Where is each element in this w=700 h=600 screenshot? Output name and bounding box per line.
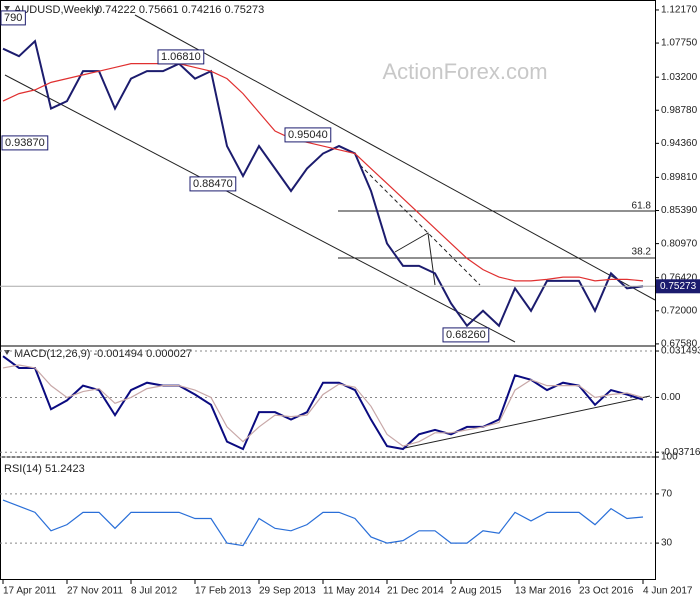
channel-line bbox=[134, 14, 656, 301]
x-tick-label: 21 Dec 2014 bbox=[387, 586, 444, 597]
y-tick-label: -0.037164 bbox=[661, 447, 700, 458]
watermark: ActionForex.com bbox=[382, 59, 547, 84]
y-tick-label: 0.67580 bbox=[661, 339, 698, 350]
x-tick-label: 13 Mar 2016 bbox=[515, 586, 572, 597]
annotation-box bbox=[0, 10, 26, 26]
y-tick-label: 0.94360 bbox=[661, 138, 698, 149]
annotation-label: 0.95040 bbox=[288, 129, 328, 141]
x-tick-label: 11 May 2014 bbox=[323, 586, 381, 597]
x-tick-label: 4 Jun 2017 bbox=[643, 586, 693, 597]
y-tick-label: 0.031493 bbox=[661, 346, 700, 357]
x-tick-label: 23 Oct 2016 bbox=[579, 586, 634, 597]
y-tick-label: 70 bbox=[661, 489, 673, 500]
y-tick-label: 1.12170 bbox=[661, 5, 698, 16]
plot-frame bbox=[0, 0, 656, 580]
series-line bbox=[2, 39, 644, 328]
y-tick-label: 0.80970 bbox=[661, 238, 698, 249]
fib-label: 38.2 bbox=[632, 247, 652, 258]
dashed-trend-line bbox=[359, 164, 481, 286]
y-tick-label: 0.89810 bbox=[661, 172, 698, 183]
annotation-box bbox=[157, 49, 205, 65]
y-tick-label: 30 bbox=[661, 538, 673, 549]
annotation-box bbox=[189, 176, 237, 192]
y-tick-label: 0.98780 bbox=[661, 105, 698, 116]
series-line bbox=[2, 63, 644, 282]
series-line bbox=[2, 355, 644, 451]
series-line bbox=[2, 364, 644, 447]
annotation-label: 0.93870 bbox=[5, 137, 45, 149]
pattern-line bbox=[394, 232, 436, 286]
y-tick-label: 1.07750 bbox=[661, 38, 698, 49]
x-tick-label: 8 Jul 2012 bbox=[131, 586, 178, 597]
annotation-label: 0.88470 bbox=[193, 178, 233, 190]
price-box bbox=[656, 279, 700, 294]
fib-label: 61.8 bbox=[632, 201, 652, 212]
y-tick-label: 100 bbox=[661, 452, 678, 463]
y-tick-label: 0.72000 bbox=[661, 305, 698, 316]
x-tick-label: 17 Feb 2013 bbox=[195, 586, 252, 597]
annotation-label: 0.68260 bbox=[446, 329, 486, 341]
title-icon bbox=[4, 6, 10, 11]
panel-title: MACD(12,26,9) -0.001494 0.000027 bbox=[14, 348, 192, 360]
channel-line bbox=[4, 74, 516, 343]
annotation-box bbox=[1, 135, 49, 151]
series-line bbox=[2, 499, 644, 547]
x-tick-label: 29 Sep 2013 bbox=[259, 586, 316, 597]
x-tick-label: 27 Nov 2011 bbox=[67, 586, 123, 597]
chart-title: AUDUSD,Weekly bbox=[14, 4, 100, 16]
annotation-box bbox=[284, 127, 332, 143]
ohlc-label: 0.74222 0.75661 0.74216 0.75273 bbox=[96, 4, 264, 16]
x-tick-label: 2 Aug 2015 bbox=[451, 586, 502, 597]
y-tick-label: 1.03200 bbox=[661, 72, 698, 83]
x-tick-label: 17 Apr 2011 bbox=[3, 586, 57, 597]
annotation-box bbox=[442, 327, 490, 343]
panel-title: RSI(14) 51.2423 bbox=[4, 463, 85, 475]
y-tick-label: 0.76420 bbox=[661, 272, 698, 283]
price-label: 0.75273 bbox=[660, 281, 697, 292]
annotation-label: 790 bbox=[4, 12, 22, 24]
y-tick-label: 0.00 bbox=[661, 392, 681, 403]
macd-trend-line bbox=[399, 395, 651, 450]
annotation-label: 1.06810 bbox=[161, 51, 201, 63]
y-tick-label: 0.85390 bbox=[661, 205, 698, 216]
